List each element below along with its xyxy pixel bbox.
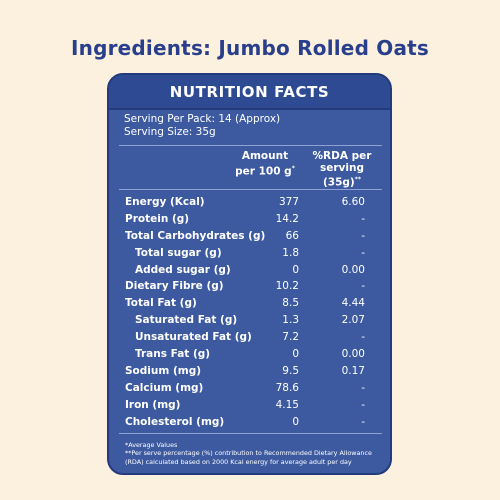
page-title: Ingredients: Jumbo Rolled Oats	[70, 36, 430, 60]
rda-value: -	[361, 415, 365, 428]
serving-per-pack: Serving Per Pack: 14 (Approx)	[124, 113, 281, 125]
column-header-rda: %RDA per serving (35g)**	[306, 150, 378, 189]
nutrient-label: Dietary Fibre (g)	[125, 280, 224, 293]
footnotes: *Average Values **Per serve percentage (…	[125, 441, 383, 466]
column-header-rda-mark: **	[354, 176, 361, 183]
table-row: Protein (g) 14.2 -	[109, 211, 390, 228]
table-row: Cholesterol (mg) 0 -	[109, 414, 390, 431]
amount-value: 9.5	[282, 364, 299, 377]
column-header-amount-mark: *	[291, 164, 295, 172]
column-header-rda-line1: %RDA per	[312, 150, 372, 162]
nutrient-label: Added sugar (g)	[135, 263, 231, 276]
table-row: Calcium (mg) 78.6 -	[109, 380, 390, 397]
table-row: Total Fat (g) 8.5 4.44	[109, 295, 390, 312]
nutrient-label: Unsaturated Fat (g)	[135, 331, 252, 344]
table-row: Saturated Fat (g) 1.3 2.07	[109, 312, 390, 329]
nutrient-label: Calcium (mg)	[125, 381, 204, 394]
amount-value: 14.2	[275, 212, 299, 225]
panel-title: NUTRITION FACTS	[169, 82, 330, 101]
column-header-amount-line1: Amount	[241, 150, 289, 162]
nutrient-label: Trans Fat (g)	[135, 348, 211, 361]
footnote-rda: **Per serve percentage (%) contribution …	[125, 449, 372, 466]
nutrient-label: Total Fat (g)	[125, 297, 197, 310]
amount-value: 10.2	[275, 280, 299, 293]
nutrient-label: Protein (g)	[125, 212, 190, 225]
amount-value: 4.15	[275, 398, 299, 411]
table-row: Sodium (mg) 9.5 0.17	[109, 363, 390, 380]
table-row: Total sugar (g) 1.8 -	[109, 245, 390, 262]
rda-value: -	[361, 246, 365, 259]
nutrient-label: Total sugar (g)	[135, 246, 222, 259]
rda-value: 4.44	[341, 297, 365, 310]
column-header-rda-line3: (35g)	[322, 176, 355, 189]
table-row: Total Carbohydrates (g) 66 -	[109, 228, 390, 245]
serving-info: Serving Per Pack: 14 (Approx) Serving Si…	[124, 113, 379, 139]
panel-header: NUTRITION FACTS	[109, 75, 390, 110]
column-header-rda-line2: serving	[320, 161, 364, 174]
rda-value: -	[361, 398, 365, 411]
table-row: Trans Fat (g) 0 0.00	[109, 346, 390, 363]
rda-value: -	[361, 381, 365, 394]
rda-value: -	[361, 280, 365, 293]
rda-value: -	[361, 331, 365, 344]
nutrient-label: Sodium (mg)	[125, 364, 202, 377]
amount-value: 7.2	[282, 331, 299, 344]
column-header-amount: Amount per 100 g*	[234, 150, 296, 178]
divider	[119, 433, 382, 434]
rda-value: 0.00	[341, 263, 365, 276]
table-row: Dietary Fibre (g) 10.2 -	[109, 278, 390, 295]
amount-value: 78.6	[275, 381, 299, 394]
nutrient-label: Saturated Fat (g)	[135, 314, 238, 327]
amount-value: 0	[292, 263, 299, 276]
amount-value: 1.3	[282, 314, 299, 327]
rda-value: 0.17	[341, 364, 365, 377]
amount-value: 0	[292, 348, 299, 361]
rda-value: -	[361, 229, 365, 242]
rda-value: 2.07	[341, 314, 365, 327]
nutrient-label: Cholesterol (mg)	[125, 415, 225, 428]
table-row: Added sugar (g) 0 0.00	[109, 262, 390, 279]
rda-value: 0.00	[341, 348, 365, 361]
rda-value: 6.60	[341, 196, 365, 208]
serving-size: Serving Size: 35g	[124, 126, 216, 138]
nutrient-label: Total Carbohydrates (g)	[125, 229, 266, 242]
amount-value: 66	[285, 229, 299, 242]
amount-value: 0	[292, 415, 299, 428]
amount-value: 8.5	[282, 297, 299, 310]
table-row: Energy (Kcal) 377 6.60	[109, 194, 390, 211]
nutrient-label: Iron (mg)	[125, 398, 181, 411]
rda-value: -	[361, 212, 365, 225]
amount-value: 377	[278, 196, 299, 208]
column-header-amount-line2: per 100 g	[235, 165, 292, 177]
nutrition-facts-panel: NUTRITION FACTS Serving Per Pack: 14 (Ap…	[107, 73, 392, 475]
nutrient-label: Energy (Kcal)	[125, 196, 205, 208]
divider	[119, 145, 382, 146]
table-row: Iron (mg) 4.15 -	[109, 397, 390, 414]
divider	[119, 189, 382, 190]
amount-value: 1.8	[282, 246, 299, 259]
footnote-average: *Average Values	[125, 441, 178, 449]
nutrient-table: Energy (Kcal) 377 6.60 Protein (g) 14.2- Tota…	[109, 194, 390, 430]
table-row: Unsaturated Fat (g) 7.2 -	[109, 329, 390, 346]
